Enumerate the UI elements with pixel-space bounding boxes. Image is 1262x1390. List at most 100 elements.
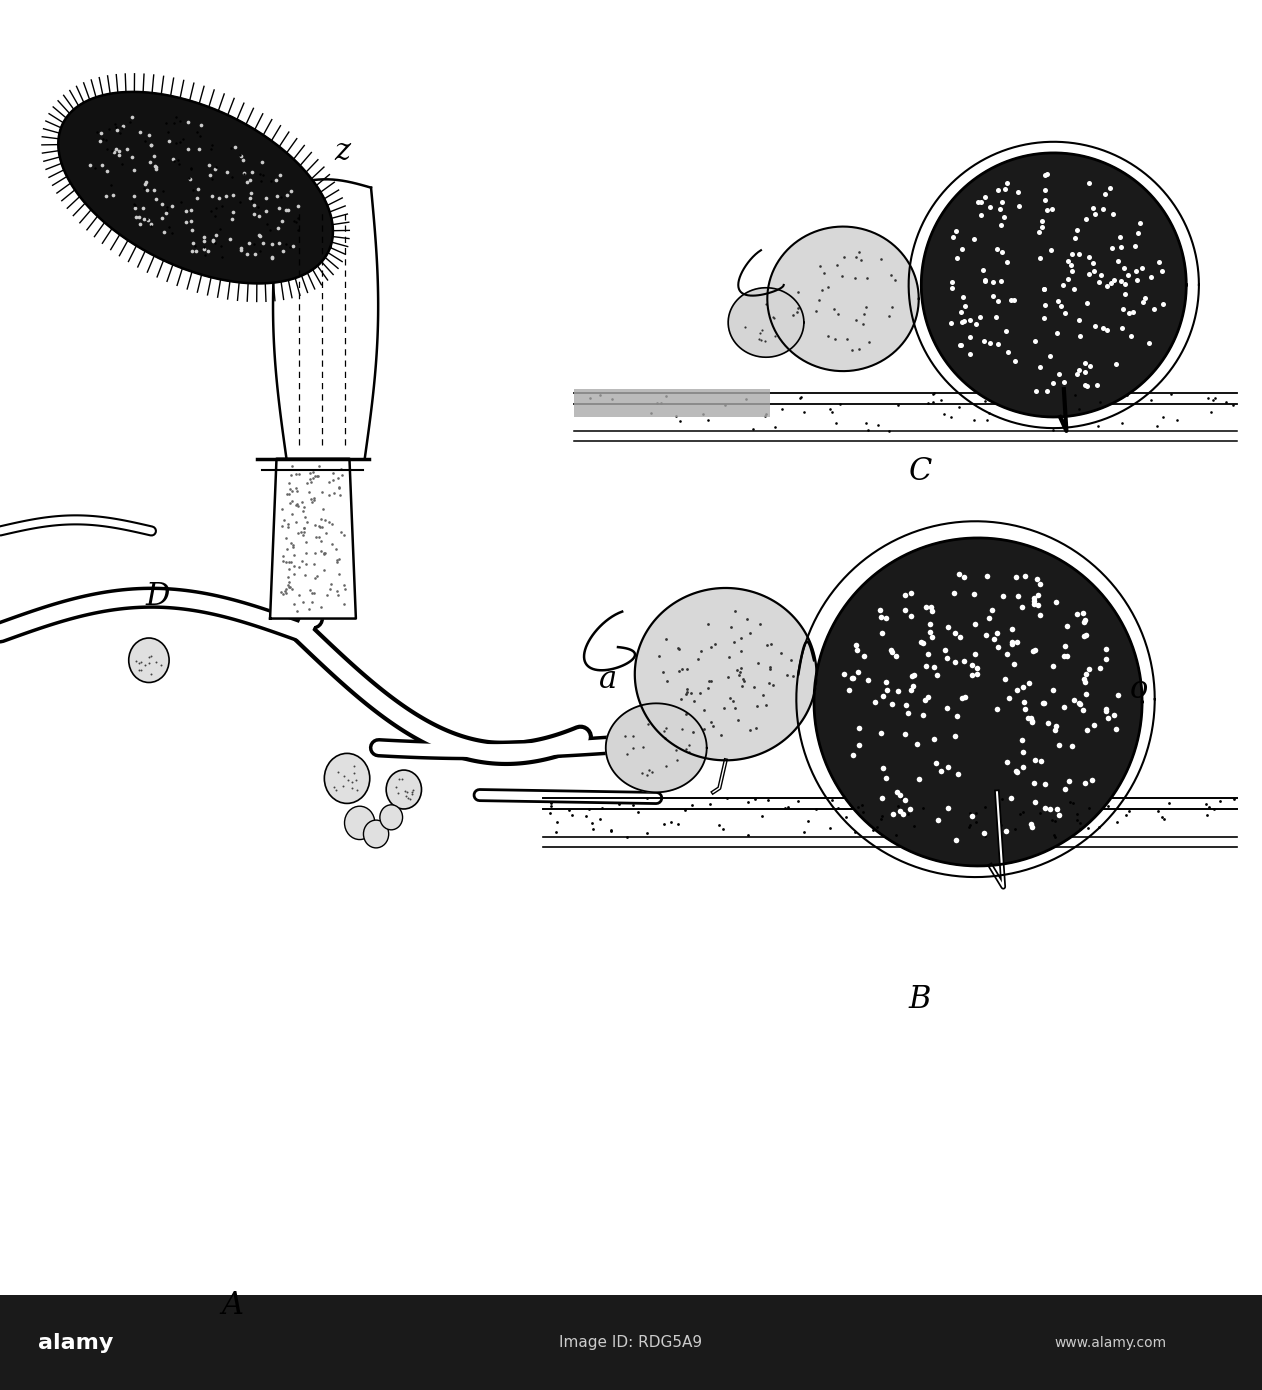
- Point: [733, 669, 753, 691]
- Point: [92, 153, 112, 175]
- Point: [977, 409, 997, 431]
- Point: [1045, 810, 1065, 833]
- Point: [608, 792, 628, 815]
- Point: [1201, 400, 1222, 423]
- Point: [1114, 272, 1135, 295]
- Text: B: B: [909, 984, 931, 1015]
- Text: o: o: [1129, 674, 1148, 705]
- Point: [1112, 317, 1132, 339]
- Point: [1075, 207, 1095, 229]
- Point: [326, 538, 346, 560]
- Point: [1015, 698, 1035, 720]
- Point: [1007, 760, 1027, 783]
- Point: [395, 780, 415, 802]
- Point: [575, 805, 596, 827]
- Point: [216, 161, 236, 183]
- Point: [1079, 796, 1099, 819]
- Point: [1152, 293, 1172, 316]
- Point: [690, 681, 711, 703]
- Point: [810, 256, 830, 278]
- Point: [186, 235, 206, 257]
- Point: [849, 717, 870, 739]
- Point: [346, 769, 366, 791]
- Point: [1002, 619, 1022, 641]
- Point: [1006, 350, 1026, 373]
- Point: [163, 222, 183, 245]
- Point: [1152, 260, 1172, 282]
- Point: [876, 767, 896, 790]
- Point: [921, 626, 941, 648]
- Point: [129, 652, 149, 674]
- Point: [541, 795, 562, 817]
- Point: [964, 409, 984, 431]
- Point: [342, 770, 362, 792]
- Point: [114, 114, 134, 136]
- Point: [309, 514, 329, 537]
- Point: [396, 781, 416, 803]
- Point: [798, 809, 818, 831]
- Point: [1075, 624, 1095, 646]
- Point: [987, 306, 1007, 328]
- Point: [303, 461, 323, 484]
- Point: [718, 646, 738, 669]
- Point: [324, 776, 345, 798]
- Point: [96, 129, 116, 152]
- Point: [1196, 803, 1217, 826]
- Point: [1025, 791, 1045, 813]
- Point: [943, 225, 963, 247]
- Point: [1046, 322, 1066, 345]
- Point: [877, 678, 897, 701]
- Point: [627, 801, 647, 823]
- Point: [319, 510, 339, 532]
- Point: [1005, 817, 1025, 840]
- Point: [1103, 203, 1123, 225]
- Point: [854, 645, 875, 667]
- Point: [1022, 710, 1042, 733]
- Point: [1032, 210, 1053, 232]
- Point: [1008, 181, 1029, 203]
- Point: [987, 698, 1007, 720]
- Point: [92, 128, 112, 150]
- Point: [233, 149, 254, 171]
- Point: [124, 192, 144, 214]
- Point: [979, 607, 1000, 630]
- Point: [289, 584, 309, 606]
- Point: [1075, 374, 1095, 396]
- Point: [307, 464, 327, 486]
- Point: [1060, 791, 1080, 813]
- Point: [313, 498, 333, 520]
- Point: [333, 776, 353, 798]
- Point: [1204, 386, 1224, 409]
- Point: [940, 313, 960, 335]
- Point: [280, 464, 300, 486]
- Point: [1147, 414, 1167, 436]
- Point: [637, 821, 658, 844]
- Point: [106, 138, 126, 160]
- Point: [901, 605, 921, 627]
- Point: [159, 215, 179, 238]
- Point: [1061, 242, 1082, 264]
- Point: [843, 667, 863, 689]
- Point: [155, 113, 175, 135]
- Point: [723, 689, 743, 712]
- Point: [305, 514, 326, 537]
- Point: [656, 385, 676, 407]
- Point: [760, 656, 780, 678]
- Point: [1021, 710, 1041, 733]
- Point: [658, 670, 678, 692]
- Point: [1054, 645, 1074, 667]
- Point: [1025, 749, 1045, 771]
- Point: [281, 181, 302, 203]
- Point: [591, 384, 611, 406]
- Point: [844, 820, 864, 842]
- Point: [938, 648, 958, 670]
- Point: [1075, 352, 1095, 374]
- Point: [946, 705, 967, 727]
- Point: [1044, 655, 1064, 677]
- Point: [880, 420, 900, 442]
- Point: [1132, 257, 1152, 279]
- Point: [1085, 203, 1106, 225]
- Point: [964, 228, 984, 250]
- Point: [191, 125, 211, 147]
- Point: [679, 741, 699, 763]
